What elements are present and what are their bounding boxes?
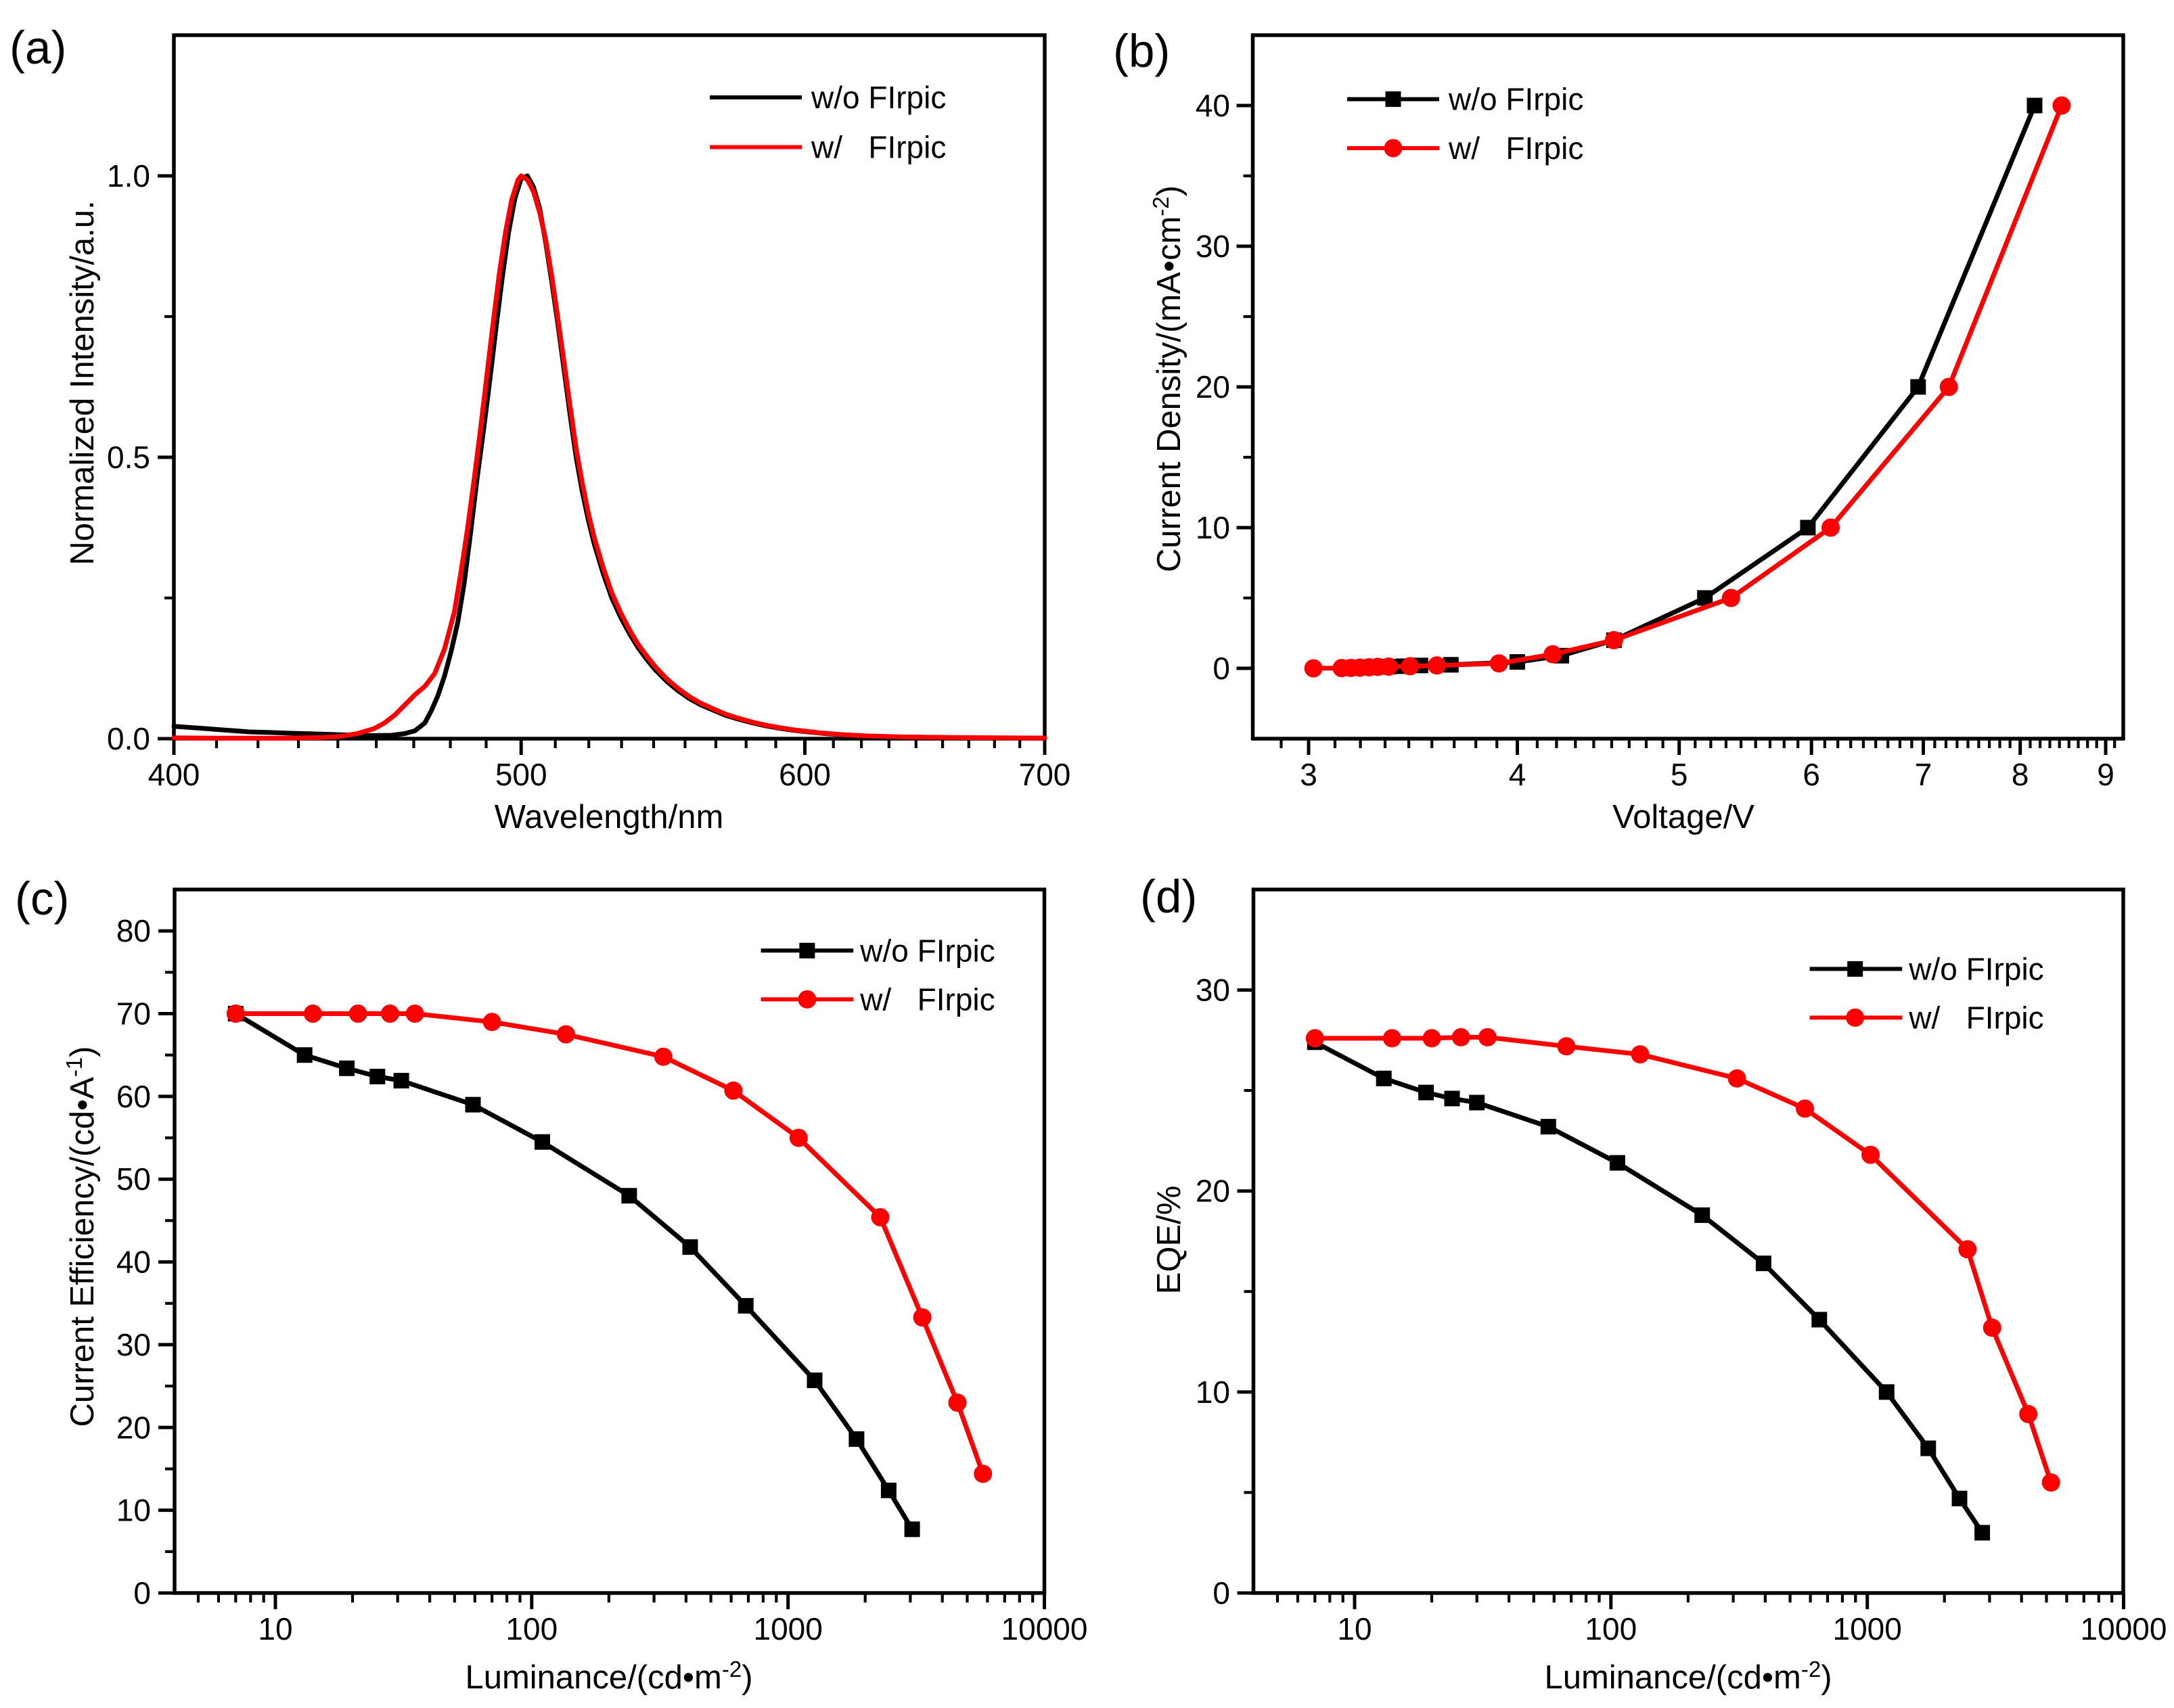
svg-text:40: 40 xyxy=(116,1245,151,1280)
svg-text:w/o FIrpic: w/o FIrpic xyxy=(1908,951,2043,986)
svg-text:(c): (c) xyxy=(15,873,69,925)
svg-text:w/ FIrpic: w/ FIrpic xyxy=(811,130,946,165)
svg-text:w/ FIrpic: w/ FIrpic xyxy=(1908,1000,2043,1035)
svg-text:w/o FIrpic: w/o FIrpic xyxy=(811,80,946,115)
svg-text:1000: 1000 xyxy=(1833,1611,1902,1646)
svg-text:1000: 1000 xyxy=(754,1611,823,1646)
svg-text:Current Density/(mA•cm-2): Current Density/(mA•cm-2) xyxy=(1148,185,1187,572)
svg-text:1.0: 1.0 xyxy=(107,158,150,193)
svg-text:30: 30 xyxy=(1196,973,1230,1008)
svg-text:60: 60 xyxy=(116,1079,151,1114)
svg-text:(a): (a) xyxy=(9,22,66,74)
svg-text:0: 0 xyxy=(1213,1575,1230,1611)
svg-text:6: 6 xyxy=(1803,757,1820,792)
svg-text:7: 7 xyxy=(1915,757,1932,792)
svg-text:40: 40 xyxy=(1196,88,1230,123)
svg-text:0.5: 0.5 xyxy=(107,440,150,475)
svg-text:10: 10 xyxy=(1337,1611,1372,1646)
svg-text:20: 20 xyxy=(1196,369,1230,405)
svg-text:10: 10 xyxy=(116,1493,151,1528)
svg-text:8: 8 xyxy=(2012,757,2029,792)
svg-text:0: 0 xyxy=(133,1575,151,1611)
svg-text:3: 3 xyxy=(1300,757,1317,792)
svg-text:100: 100 xyxy=(505,1611,558,1646)
svg-text:10: 10 xyxy=(258,1611,292,1646)
svg-text:Luminance/(cd•m-2): Luminance/(cd•m-2) xyxy=(1544,1657,1832,1696)
svg-text:(d): (d) xyxy=(1140,871,1197,923)
svg-text:Current Efficiency/(cd•A-1): Current Efficiency/(cd•A-1) xyxy=(62,1046,101,1427)
svg-text:10000: 10000 xyxy=(1001,1611,1088,1646)
svg-text:4: 4 xyxy=(1509,757,1526,792)
svg-text:600: 600 xyxy=(779,757,831,792)
svg-text:80: 80 xyxy=(116,913,151,948)
svg-text:w/ FIrpic: w/ FIrpic xyxy=(859,982,995,1017)
svg-text:100: 100 xyxy=(1585,1611,1637,1646)
svg-text:10: 10 xyxy=(1196,1375,1230,1410)
svg-text:20: 20 xyxy=(116,1410,151,1445)
svg-text:30: 30 xyxy=(1196,229,1230,264)
svg-text:30: 30 xyxy=(116,1327,151,1362)
svg-text:5: 5 xyxy=(1671,757,1688,792)
svg-text:50: 50 xyxy=(116,1161,151,1197)
svg-text:Luminance/(cd•m-2): Luminance/(cd•m-2) xyxy=(465,1657,752,1696)
svg-text:9: 9 xyxy=(2097,757,2114,792)
svg-text:20: 20 xyxy=(1196,1174,1230,1209)
svg-text:Voltage/V: Voltage/V xyxy=(1612,799,1754,835)
svg-text:w/o FIrpic: w/o FIrpic xyxy=(1448,82,1583,117)
svg-text:Normalized Intensity/a.u.: Normalized Intensity/a.u. xyxy=(64,200,101,565)
svg-text:w/ FIrpic: w/ FIrpic xyxy=(1448,131,1583,166)
svg-text:70: 70 xyxy=(116,996,151,1032)
svg-text:(b): (b) xyxy=(1113,25,1170,77)
svg-text:500: 500 xyxy=(495,757,547,792)
svg-text:0.0: 0.0 xyxy=(107,721,150,756)
svg-text:0: 0 xyxy=(1213,651,1230,686)
svg-text:EQE/%: EQE/% xyxy=(1151,1186,1187,1295)
svg-text:Wavelength/nm: Wavelength/nm xyxy=(495,799,724,835)
svg-text:700: 700 xyxy=(1019,757,1071,792)
svg-text:w/o FIrpic: w/o FIrpic xyxy=(859,933,995,968)
svg-text:400: 400 xyxy=(148,757,200,792)
svg-text:10: 10 xyxy=(1196,510,1230,545)
svg-text:10000: 10000 xyxy=(2081,1611,2167,1646)
